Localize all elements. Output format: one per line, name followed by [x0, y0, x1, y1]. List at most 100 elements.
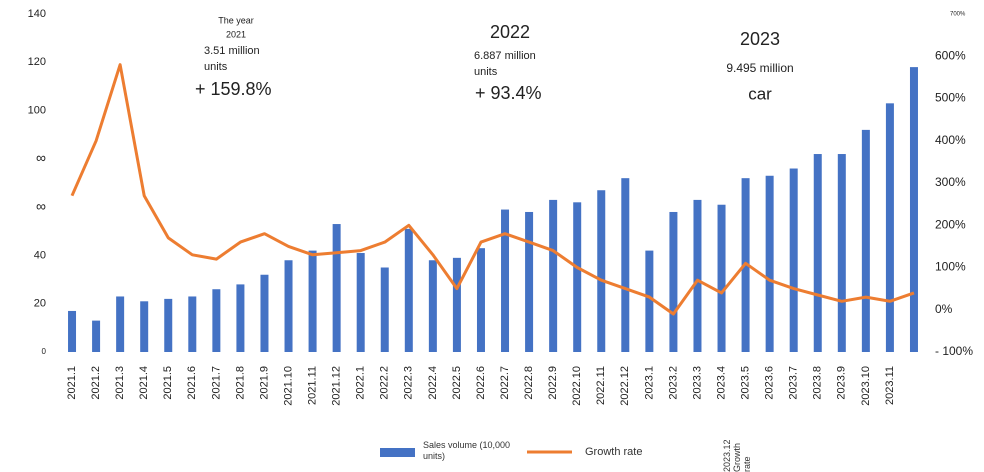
- x-tick-label: 2023.4: [715, 366, 727, 400]
- x-tick-label: 2021.6: [186, 366, 198, 400]
- x-tick-label: 2022.7: [499, 366, 511, 400]
- y-tick-label: 0: [42, 347, 47, 356]
- x-tick-label: 2022.9: [547, 366, 559, 400]
- x-tick-label: 2021.8: [234, 366, 246, 400]
- x-tick-label: 2021.1: [66, 366, 78, 400]
- annotation: 2021: [226, 29, 246, 39]
- bar: [356, 253, 365, 352]
- x-tick-label: 2023.10: [860, 366, 872, 406]
- bar: [404, 228, 413, 352]
- bar: [597, 190, 606, 352]
- annotation: + 93.4%: [475, 83, 542, 103]
- bar: [621, 178, 630, 352]
- bar: [909, 67, 918, 352]
- bar: [476, 248, 485, 352]
- annotation: The year: [218, 15, 254, 25]
- legend-label: Growth rate: [585, 446, 643, 458]
- growth-line: [70, 63, 915, 316]
- x-tick-label: 2022.6: [475, 366, 487, 400]
- x-tick-label: 2022.4: [427, 366, 439, 400]
- bar: [861, 129, 870, 352]
- y2-tick-label: 600%: [935, 48, 966, 62]
- y-tick-label: ∞: [36, 198, 46, 214]
- x-tick-label: 2023.9: [836, 366, 848, 400]
- x-tick-label: 2021.4: [138, 366, 150, 400]
- bar: [428, 260, 437, 352]
- annotation: units: [204, 61, 228, 73]
- bar: [645, 250, 654, 352]
- annotation: 2023: [740, 29, 780, 49]
- x-tick-label: 2021.12: [331, 366, 343, 406]
- bar: [260, 274, 269, 352]
- x-tick-label: 2023.11: [884, 366, 896, 405]
- annotation: car: [748, 84, 772, 103]
- bar: [116, 296, 125, 352]
- bar: [693, 199, 702, 352]
- bar: [717, 204, 726, 352]
- bar: [212, 289, 221, 352]
- annotation: 9.495 million: [726, 61, 793, 75]
- side-note: 2023.12 Growth rate: [722, 439, 752, 472]
- bar: [308, 250, 317, 352]
- x-tick-label: 2022.11: [595, 366, 607, 405]
- bar: [813, 154, 822, 352]
- y2-tick-label: 200%: [935, 217, 966, 231]
- annotation: 6.887 million: [474, 50, 536, 62]
- y2-tick-label: 100%: [935, 260, 966, 274]
- x-tick-label: 2022.12: [619, 366, 631, 406]
- bar: [332, 224, 341, 352]
- bar: [164, 298, 173, 352]
- x-tick-label: 2023.2: [667, 366, 679, 400]
- bar: [789, 168, 798, 352]
- y-tick-label: 120: [28, 56, 46, 68]
- y-tick-label: 20: [34, 298, 46, 310]
- bar: [837, 154, 846, 352]
- bar: [236, 284, 245, 352]
- bar: [525, 211, 534, 352]
- y2-tick-label: - 100%: [935, 344, 973, 358]
- x-tick-label: 2022.1: [355, 366, 367, 400]
- x-tick-label: 2022.10: [571, 366, 583, 406]
- x-tick-label: 2021.2: [90, 366, 102, 400]
- y2-tick-label: 700%: [950, 12, 966, 18]
- bar: [573, 202, 582, 352]
- annotation: + 159.8%: [195, 79, 272, 99]
- legend-label: Sales volume (10,000 units): [423, 440, 511, 461]
- x-tick-label: 2023.7: [788, 366, 800, 400]
- x-tick-label: 2023.6: [764, 366, 776, 400]
- x-tick-label: 2021.10: [282, 366, 294, 406]
- bar: [669, 211, 678, 352]
- bar: [92, 320, 101, 352]
- bar: [501, 209, 510, 352]
- x-tick-label: 2021.3: [114, 366, 126, 400]
- x-tick-label: 2023.8: [812, 366, 824, 400]
- annotation: 3.51 million: [204, 45, 260, 57]
- y-tick-label: ∞: [36, 150, 46, 166]
- y2-tick-label: 0%: [935, 302, 953, 316]
- bar: [284, 260, 293, 352]
- x-tick-label: 2023.1: [643, 366, 655, 400]
- bar: [188, 296, 197, 352]
- bar: [452, 257, 461, 352]
- y-tick-label: 140: [28, 8, 46, 20]
- y-tick-label: 40: [34, 249, 46, 261]
- bar: [765, 175, 774, 352]
- x-tick-label: 2023.5: [739, 366, 751, 400]
- bar: [885, 103, 894, 352]
- x-tick-label: 2022.3: [403, 366, 415, 400]
- annotation: 2022: [490, 22, 530, 42]
- x-tick-label: 2021.7: [210, 366, 222, 400]
- bar: [140, 301, 149, 352]
- x-tick-label: 2022.2: [379, 366, 391, 400]
- bar: [68, 310, 77, 352]
- bar: [549, 199, 558, 352]
- x-tick-label: 2021.11: [306, 366, 318, 405]
- bar: [380, 267, 389, 352]
- y2-tick-label: 400%: [935, 133, 966, 147]
- x-tick-label: 2021.9: [258, 366, 270, 400]
- legend-swatch: [380, 448, 415, 457]
- y2-tick-label: 500%: [935, 91, 966, 105]
- x-tick-label: 2023.3: [691, 366, 703, 400]
